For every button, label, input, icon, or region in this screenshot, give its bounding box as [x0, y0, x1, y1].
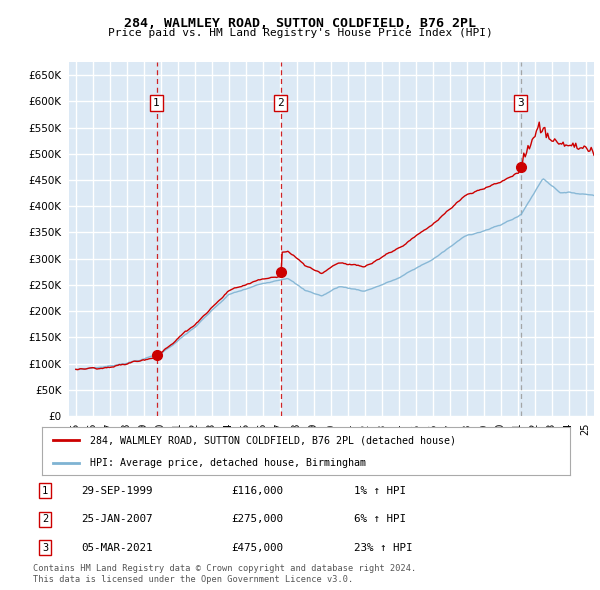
Text: 1: 1: [153, 98, 160, 107]
Text: 1: 1: [42, 486, 48, 496]
Text: 284, WALMLEY ROAD, SUTTON COLDFIELD, B76 2PL: 284, WALMLEY ROAD, SUTTON COLDFIELD, B76…: [124, 17, 476, 30]
Text: 2: 2: [42, 514, 48, 524]
Text: This data is licensed under the Open Government Licence v3.0.: This data is licensed under the Open Gov…: [33, 575, 353, 584]
Text: 3: 3: [517, 98, 524, 107]
Text: £275,000: £275,000: [231, 514, 283, 524]
Text: 3: 3: [42, 543, 48, 552]
Text: 1% ↑ HPI: 1% ↑ HPI: [354, 486, 406, 496]
Text: HPI: Average price, detached house, Birmingham: HPI: Average price, detached house, Birm…: [89, 458, 365, 468]
Text: 284, WALMLEY ROAD, SUTTON COLDFIELD, B76 2PL (detached house): 284, WALMLEY ROAD, SUTTON COLDFIELD, B76…: [89, 435, 455, 445]
Text: 25-JAN-2007: 25-JAN-2007: [81, 514, 152, 524]
Text: £475,000: £475,000: [231, 543, 283, 552]
Text: 05-MAR-2021: 05-MAR-2021: [81, 543, 152, 552]
Text: £116,000: £116,000: [231, 486, 283, 496]
Text: Price paid vs. HM Land Registry's House Price Index (HPI): Price paid vs. HM Land Registry's House …: [107, 28, 493, 38]
Text: 2: 2: [277, 98, 284, 107]
Text: 6% ↑ HPI: 6% ↑ HPI: [354, 514, 406, 524]
Text: 29-SEP-1999: 29-SEP-1999: [81, 486, 152, 496]
Text: Contains HM Land Registry data © Crown copyright and database right 2024.: Contains HM Land Registry data © Crown c…: [33, 565, 416, 573]
Text: 23% ↑ HPI: 23% ↑ HPI: [354, 543, 413, 552]
